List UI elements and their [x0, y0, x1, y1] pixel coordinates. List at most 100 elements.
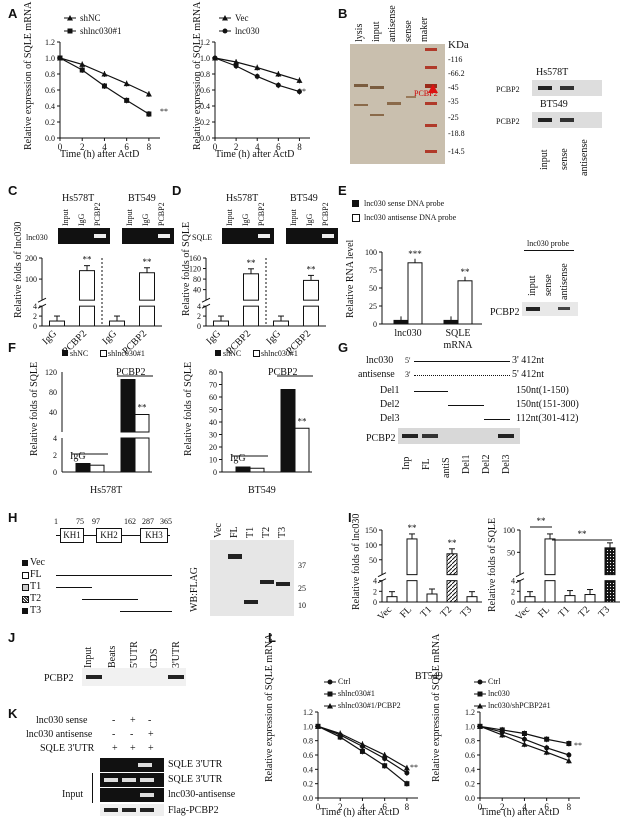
D-bar — [273, 320, 289, 327]
h-lane-5: T3 — [277, 526, 288, 538]
D-sig: ** — [307, 264, 317, 274]
I-right-xtick-label: FL — [536, 604, 552, 620]
I-right-xtick-label: T2 — [576, 604, 592, 620]
h-frag-t1 — [56, 587, 92, 588]
L-left-ytick-label: 0.6 — [303, 751, 313, 760]
C-xtick-label: IgG — [40, 328, 59, 347]
k-band-2: SQLE 3'UTR — [168, 774, 223, 785]
b-lane-4: sense — [403, 20, 414, 42]
f-right-ytick-label: 40 — [209, 418, 217, 427]
L-left-point — [404, 770, 410, 776]
j-blot — [82, 668, 186, 686]
j-lane-1: Input — [83, 646, 94, 668]
a-right-sig: ** — [298, 87, 306, 96]
A-left-point — [101, 83, 107, 89]
panel-label-k: K — [8, 706, 18, 721]
b-blot-1 — [532, 80, 602, 96]
e-ytick-label: 50 — [369, 284, 377, 293]
h-pos-4: 162 — [124, 517, 136, 526]
e-lane-3: antisense — [559, 263, 570, 300]
j-lane-3: 5'UTR — [129, 641, 140, 668]
c-lane-3: PCBP2 — [93, 202, 102, 226]
g-row-5: Del3 — [380, 413, 400, 424]
I-right-ytick-label: 100 — [503, 526, 515, 535]
D-xtick-label: IgG — [264, 328, 283, 347]
l-right-legend-3: lnc030/shPCBP2#1 — [488, 701, 551, 710]
L-left-point — [337, 730, 344, 736]
l-left-legend-3: shlnc030#1/PCBP2 — [338, 701, 401, 710]
D-sig: ** — [247, 258, 257, 268]
L-left-point — [403, 764, 410, 771]
L-right-point — [566, 741, 572, 747]
A-left-ytick-label: 0.0 — [45, 134, 55, 143]
f-left-bar — [134, 414, 150, 433]
I-right-xtick-label: Vec — [514, 604, 533, 623]
L-right-ytick-label: 0.2 — [465, 780, 475, 789]
f-right-legend-2: shlnc030#1 — [261, 349, 298, 358]
a-left-ylabel: Relative expression of SQLE mRNA — [23, 1, 34, 150]
k-band-3: lnc030-antisense — [168, 789, 236, 800]
L-left-ytick-label: 0.4 — [303, 765, 313, 774]
I-left-bar-low — [446, 580, 458, 603]
h-legend-sw-4 — [22, 596, 29, 603]
L-left-point — [382, 763, 388, 769]
e-bar — [393, 319, 409, 325]
f-left-sw-2 — [100, 350, 107, 357]
D-ytick-label: 40 — [193, 286, 201, 295]
l-left-legend-2: shlnc030#1 — [338, 689, 375, 698]
f-right-ytick-label: 20 — [209, 443, 217, 452]
a-right-legend-1: Vec — [235, 13, 249, 23]
d-lane-4: Input — [289, 209, 298, 226]
k-band-1: SQLE 3'UTR — [168, 759, 223, 770]
red-arrow-icon — [428, 84, 438, 93]
I-left-xtick-label: FL — [398, 604, 414, 620]
D-bar — [243, 273, 259, 301]
c-lane-2: IgG — [77, 213, 86, 226]
l-left-xlabel: Time (h) after ActD — [320, 807, 400, 818]
b-lane-3: antisense — [387, 5, 398, 42]
a-right-ylabel: Relative expression of SQLE mRNA — [192, 1, 203, 150]
e-blot — [522, 302, 578, 316]
b-mw-7: -14.5 — [448, 147, 465, 156]
b-mw-6: -18.8 — [448, 129, 465, 138]
b-mw-4: -35 — [448, 97, 459, 106]
D-ytick-label: 2 — [197, 312, 201, 321]
h-legend-5: T3 — [30, 605, 42, 616]
e-probe-line — [524, 250, 574, 251]
A-left-ytick-label: 0.2 — [45, 118, 55, 127]
i-left-ylabel: Relative folds of lnc030 — [351, 513, 362, 610]
I-left-bar — [406, 538, 418, 576]
C-bar — [139, 272, 155, 301]
e-ytick-label: 25 — [369, 302, 377, 311]
g-row-1: lnc030 — [366, 355, 394, 366]
e-probe: lnc030 probe — [527, 239, 569, 248]
f-left-bar — [89, 464, 105, 473]
C-sig: ** — [143, 257, 153, 267]
e-legend-swatch-2 — [352, 214, 360, 222]
A-right-xtick-label: 8 — [297, 142, 302, 152]
k-sign-2-1: - — [112, 729, 116, 740]
f-right-ytick-label: 70 — [209, 381, 217, 390]
e-sig: *** — [408, 249, 422, 259]
A-left-ytick-label: 0.6 — [45, 86, 55, 95]
h-legend-4: T2 — [30, 593, 42, 604]
L-left-ytick-label: 0.2 — [303, 780, 313, 789]
legend-marker — [327, 691, 333, 697]
f-right-cell: BT549 — [248, 485, 276, 496]
k-sign-1-3: - — [148, 715, 152, 726]
h-domain-3: KH3 — [140, 528, 168, 543]
f-right-ytick-label: 60 — [209, 393, 217, 402]
g-row-3: Del1 — [380, 385, 400, 396]
k-input: Input — [62, 789, 84, 800]
I-left-ytick-label: 50 — [369, 556, 377, 565]
I-left-sig: ** — [448, 538, 458, 548]
k-row-1: lnc030 sense — [36, 715, 88, 726]
l-right-legend-1: Ctrl — [488, 677, 501, 686]
k-gel-1 — [100, 758, 164, 772]
b-blot-2 — [532, 112, 602, 128]
I-right-ytick-label: 4 — [511, 577, 515, 586]
h-lane-2: FL — [229, 526, 240, 538]
c-row: lnc030 — [26, 233, 48, 242]
b-wb-label-2: PCBP2 — [496, 117, 520, 126]
A-right-ytick-label: 0.4 — [200, 102, 210, 111]
